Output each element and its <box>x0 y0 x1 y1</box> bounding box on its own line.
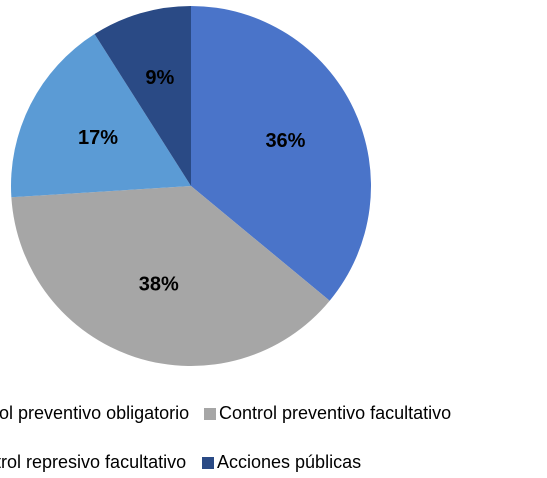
legend-swatch <box>202 457 214 469</box>
data-label: 38% <box>139 274 179 296</box>
legend-swatch <box>204 408 216 420</box>
pie-slice <box>191 6 371 301</box>
pie-slice <box>11 186 330 367</box>
data-label: 36% <box>265 130 305 152</box>
pie-slice <box>94 6 191 186</box>
legend-label: Control preventivo facultativo <box>219 403 451 423</box>
legend-label: Acciones públicas <box>217 452 361 472</box>
legend-label: Control represivo facultativo <box>0 452 186 472</box>
data-label: 17% <box>78 127 118 149</box>
legend-label: Control preventivo obligatorio <box>0 403 189 423</box>
data-label: 9% <box>145 67 174 89</box>
pie-slice <box>10 34 191 198</box>
